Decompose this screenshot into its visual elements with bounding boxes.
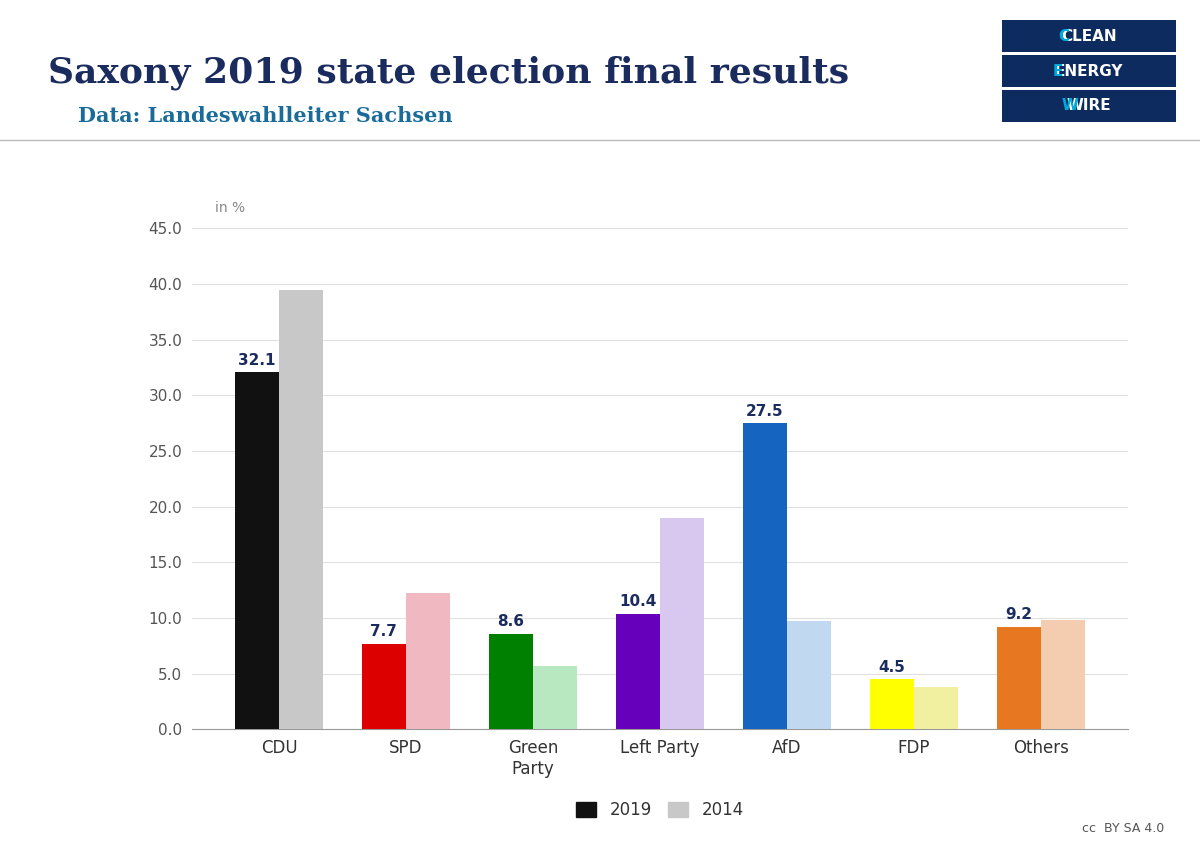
Bar — [870, 679, 914, 729]
Bar — [914, 687, 959, 729]
Bar — [660, 518, 704, 729]
Bar — [1042, 620, 1086, 729]
FancyBboxPatch shape — [1002, 55, 1176, 87]
Bar — [361, 644, 406, 729]
Bar — [996, 627, 1042, 729]
Bar — [278, 290, 324, 729]
Bar — [743, 423, 787, 729]
Text: WIRE: WIRE — [1067, 98, 1111, 114]
Text: 27.5: 27.5 — [746, 404, 784, 419]
Text: 10.4: 10.4 — [619, 594, 656, 609]
Bar — [533, 666, 577, 729]
Text: in %: in % — [216, 201, 246, 215]
Text: E: E — [1052, 64, 1063, 79]
Text: W: W — [1062, 98, 1079, 114]
Bar — [787, 622, 832, 729]
Text: 9.2: 9.2 — [1006, 607, 1032, 622]
Text: 7.7: 7.7 — [371, 624, 397, 639]
Text: 32.1: 32.1 — [238, 353, 276, 367]
Text: CLEAN: CLEAN — [1061, 29, 1117, 43]
Text: ENERGY: ENERGY — [1055, 64, 1123, 79]
Text: C: C — [1058, 29, 1069, 43]
Bar — [406, 594, 450, 729]
Text: Saxony 2019 state election final results: Saxony 2019 state election final results — [48, 55, 850, 90]
Bar — [488, 633, 533, 729]
Text: Data: Landeswahlleiter Sachsen: Data: Landeswahlleiter Sachsen — [78, 106, 452, 126]
FancyBboxPatch shape — [1002, 90, 1176, 122]
Text: 8.6: 8.6 — [497, 614, 524, 629]
Text: 4.5: 4.5 — [878, 660, 905, 675]
FancyBboxPatch shape — [1002, 20, 1176, 53]
Bar — [616, 614, 660, 729]
Bar — [234, 372, 278, 729]
Text: cc  BY SA 4.0: cc BY SA 4.0 — [1081, 823, 1164, 835]
Legend: 2019, 2014: 2019, 2014 — [568, 793, 752, 828]
